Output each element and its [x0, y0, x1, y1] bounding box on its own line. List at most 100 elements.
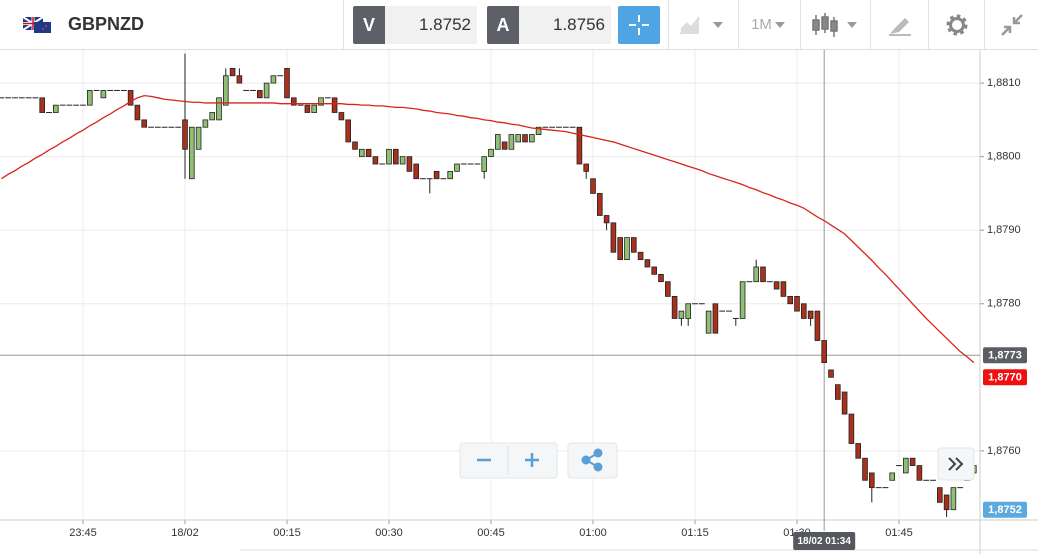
x-tick-label: 00:45: [477, 527, 505, 539]
candle-body: [637, 251, 644, 261]
candle-body: [583, 163, 589, 172]
candle-body: [617, 237, 623, 261]
bid-label[interactable]: V: [353, 6, 385, 44]
candle-body: [195, 126, 202, 150]
ask-label[interactable]: A: [487, 6, 519, 44]
candle-body: [658, 273, 664, 283]
collapse-button[interactable]: [984, 0, 1038, 49]
candle-body: [705, 310, 712, 334]
candle-body: [807, 310, 814, 319]
candle-body: [909, 457, 916, 466]
candle-body: [950, 487, 957, 511]
candle-body: [889, 472, 895, 481]
share-button[interactable]: [567, 442, 618, 479]
candle-body: [318, 97, 324, 106]
scroll-end-icon: [948, 457, 964, 471]
candle-body: [447, 170, 453, 180]
candle-body: [739, 281, 746, 319]
candle-body: [835, 384, 841, 400]
candle-body: [780, 281, 787, 297]
candle-body: [814, 310, 821, 341]
candle-body: [372, 156, 379, 165]
price-marker: [983, 369, 1027, 386]
x-tick-label: 00:30: [375, 527, 403, 539]
candle-body: [87, 90, 93, 106]
candle-body: [671, 296, 678, 319]
candle-body: [712, 303, 719, 334]
toolbar: GBPNZD V 1.8752 A 1.8756 1M: [0, 0, 1038, 50]
x-tick-label: 01:15: [681, 527, 709, 539]
candle-body: [787, 296, 793, 305]
candle-body: [678, 310, 685, 319]
gear-icon: [946, 14, 967, 35]
candle-body: [358, 148, 365, 158]
draw-button[interactable]: [870, 0, 928, 49]
candle-body: [801, 303, 807, 319]
x-tick-label: 01:00: [579, 527, 607, 539]
candle-body: [134, 104, 141, 121]
candle-body: [222, 75, 229, 106]
y-tick-label: 1,8790: [987, 224, 1021, 236]
candle-body: [454, 163, 460, 172]
x-tick-label: 00:15: [273, 527, 301, 539]
candle-body: [753, 266, 759, 283]
candle-icon: [811, 12, 857, 37]
x-tick-label: 18/02: [171, 527, 199, 539]
candle-body: [100, 90, 107, 99]
candle-body: [651, 266, 657, 275]
candle-body: [916, 465, 923, 481]
settings-button[interactable]: [928, 0, 984, 49]
candle-body: [386, 148, 392, 165]
flag-icon: [22, 16, 51, 33]
candle-body: [304, 104, 311, 113]
collapse-icon: [1000, 13, 1023, 36]
candle-body: [848, 413, 855, 444]
y-tick-label: 1,8760: [987, 445, 1021, 457]
candle-body: [270, 75, 277, 84]
candle-body: [631, 237, 637, 253]
candle-body: [352, 141, 358, 150]
candle-body: [413, 163, 419, 180]
price-marker: [983, 501, 1027, 518]
candle-body: [855, 443, 861, 459]
candle-body: [644, 259, 651, 268]
price-marker-label: 1,8770: [988, 372, 1022, 384]
timeframe-button[interactable]: 1M: [738, 0, 800, 49]
candle-body: [624, 237, 630, 261]
candle-body: [39, 97, 45, 113]
candle-body: [862, 457, 868, 481]
candle-body: [794, 296, 800, 312]
candle-body: [188, 126, 195, 180]
chart-type-button[interactable]: [668, 0, 738, 49]
bid-price[interactable]: 1.8752: [385, 6, 477, 44]
candle-body: [236, 75, 243, 84]
candle-body: [494, 134, 501, 150]
crosshair-button[interactable]: [618, 6, 660, 44]
candle-body: [216, 97, 222, 121]
candle-type-button[interactable]: [800, 0, 870, 49]
candle-body: [841, 391, 848, 415]
crosshair-time-box: [793, 532, 856, 550]
candle-body: [903, 457, 909, 474]
candle-body: [202, 119, 209, 128]
candle-body: [529, 134, 535, 143]
candle-body: [263, 82, 270, 99]
candle-body: [345, 119, 351, 143]
candle-body: [53, 104, 59, 113]
ask-price[interactable]: 1.8756: [519, 6, 611, 44]
candle-body: [828, 369, 834, 378]
price-marker: [983, 347, 1027, 364]
candle-body: [209, 112, 216, 121]
candle-body: [610, 222, 617, 253]
candle-body: [481, 156, 487, 172]
candle-body: [576, 126, 583, 165]
price-marker-label: 1,8773: [988, 350, 1022, 362]
moving-average-line: [1, 94, 975, 364]
candle-body: [338, 112, 345, 121]
candle-body: [284, 67, 290, 99]
symbol[interactable]: GBPNZD: [68, 14, 144, 34]
candle-body: [821, 340, 827, 363]
candle-body: [773, 281, 780, 290]
candle-body: [365, 148, 372, 158]
